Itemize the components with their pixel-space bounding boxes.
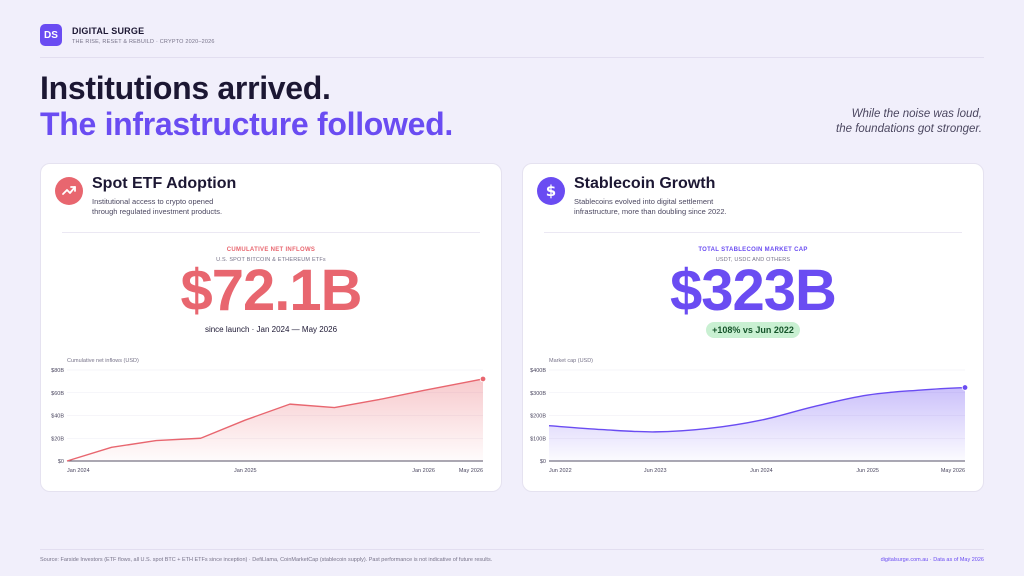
stable-kpi-badge-wrap: +108% vs Jun 2022 [523,320,983,338]
y-axis-label: Market cap (USD) [549,358,593,364]
y-tick-label: $400B [530,368,546,374]
etf-kpi-label: CUMULATIVE NET INFLOWS [226,247,316,253]
y-tick-label: $0 [58,459,64,465]
x-tick-label: Jun 2025 [856,468,879,474]
footer-site: digitalsurge.com.au · Data as of May 202… [880,557,984,563]
data-point [479,375,487,383]
growth-badge: +108% vs Jun 2022 [706,322,800,338]
etf-card-title: Spot ETF Adoption [92,175,237,192]
brand-header: DS DIGITAL SURGE THE RISE, RESET & REBUI… [40,20,215,50]
x-tick-label: Jan 2024 [67,468,90,474]
x-tick-label: May 2026 [941,468,965,474]
stable-kpi-value: $323B [670,258,837,323]
etf-card-divider [62,232,480,233]
footer-source: Source: Farside Investors (ETF flows, al… [40,557,493,563]
y-tick-label: $200B [530,414,546,420]
series-line [66,378,484,462]
footer-divider [40,549,984,550]
x-tick-label: Jan 2025 [234,468,257,474]
etf-card-description: Institutional access to crypto opened th… [92,197,292,217]
etf-kpi-sublabel: U.S. SPOT BITCOIN & ETHEREUM ETFs [216,257,326,263]
x-tick-label: Jun 2024 [750,468,773,474]
etf-kpi-note: since launch · Jan 2024 — May 2026 [204,325,338,334]
brand-text: DIGITAL SURGE THE RISE, RESET & REBUILD … [72,26,215,45]
etf-desc-line-2: through regulated investment products. [92,207,223,216]
brand-logo: DS [40,24,62,46]
brand-name: DIGITAL SURGE [72,25,145,36]
x-tick-label: Jan 2026 [412,468,435,474]
y-tick-label: $0 [540,459,546,465]
tagline-line-2: the foundations got stronger. [836,123,982,135]
stable-kpi-label: TOTAL STABLECOIN MARKET CAP [698,247,808,253]
x-tick-label: Jun 2023 [644,468,667,474]
header-divider [40,57,984,58]
y-tick-label: $300B [530,391,546,397]
y-tick-label: $40B [51,414,64,420]
stablecoin-card-divider [544,232,962,233]
brand-subtitle: THE RISE, RESET & REBUILD · CRYPTO 2020–… [72,38,215,45]
etf-inflows-chart: Cumulative net inflows (USD) $0 $20B $40B $6… [51,358,487,474]
tagline-line-1: While the noise was loud, [851,108,982,120]
stable-kpi-sublabel: USDT, USDC AND OTHERS [715,257,791,263]
stable-desc-line-1: Stablecoins evolved into digital settlem… [574,197,714,206]
series-area [67,378,483,461]
stablecoin-marketcap-chart: Market cap (USD) $0 $100B $200B $300B $400B Ju… [530,358,969,474]
tagline: While the noise was loud, the foundation… [836,107,982,137]
y-tick-label: $20B [51,436,64,442]
stable-desc-line-2: infrastructure, more than doubling since… [574,207,727,216]
y-tick-label: $100B [530,436,546,442]
headline: Institutions arrived. The infrastructure… [40,70,453,142]
y-tick-label: $80B [51,368,64,374]
stablecoin-card-description: Stablecoins evolved into digital settlem… [574,197,774,217]
etf-desc-line-1: Institutional access to crypto opened [92,197,214,206]
headline-line-1: Institutions arrived. [40,70,331,106]
dollar-icon: $ [537,177,565,205]
trending-up-icon [55,177,83,205]
series-area [549,387,965,461]
y-tick-label: $60B [51,391,64,397]
stablecoin-card: $ Stablecoin Growth Stablecoins evolved … [522,163,984,492]
etf-card: Spot ETF Adoption Institutional access t… [40,163,502,492]
stablecoin-card-title: Stablecoin Growth [574,175,716,192]
headline-line-2: The infrastructure followed. [40,106,453,142]
y-axis-label: Cumulative net inflows (USD) [67,358,139,364]
etf-kpi-value: $72.1B [180,258,362,323]
x-tick-label: Jun 2022 [549,468,572,474]
data-point [961,384,969,391]
x-tick-label: May 2026 [459,468,483,474]
